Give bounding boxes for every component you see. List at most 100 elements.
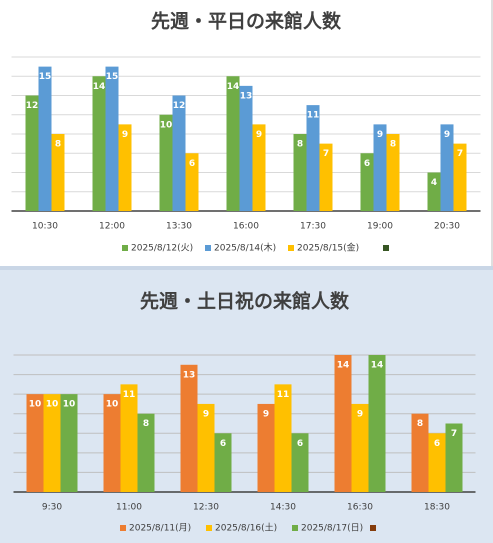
bar — [306, 105, 320, 211]
bar — [445, 423, 463, 492]
bar — [453, 143, 467, 211]
bar — [334, 355, 352, 492]
data-label: 10 — [46, 400, 59, 410]
bar — [38, 66, 52, 211]
data-label: 10 — [29, 400, 42, 410]
data-label: 12 — [26, 101, 39, 111]
bar — [103, 394, 121, 492]
chart-title: 先週・土日祝の来館人数 — [140, 290, 350, 313]
data-label: 15 — [39, 72, 52, 82]
separator — [0, 266, 493, 270]
data-label: 8 — [390, 140, 396, 150]
bar — [185, 153, 199, 211]
x-tick-label: 16:30 — [347, 503, 373, 513]
legend-swatch — [205, 245, 211, 251]
bar — [172, 95, 186, 211]
data-label: 9 — [256, 130, 262, 140]
data-label: 7 — [457, 149, 463, 159]
legend-label: 2025/8/14(木) — [214, 242, 276, 254]
data-label: 10 — [160, 120, 173, 130]
bar — [197, 403, 215, 492]
data-label: 8 — [55, 140, 61, 150]
bar — [92, 76, 106, 211]
x-tick-label: 17:30 — [300, 222, 326, 232]
x-tick-label: 20:30 — [434, 222, 460, 232]
bar — [105, 66, 119, 211]
data-label: 7 — [323, 149, 329, 159]
bar — [214, 433, 232, 492]
data-label: 9 — [122, 130, 128, 140]
bar — [60, 394, 78, 492]
bar — [252, 124, 266, 211]
data-label: 10 — [63, 400, 76, 410]
data-label: 13 — [240, 91, 253, 101]
bar — [226, 76, 240, 211]
bar — [118, 124, 132, 211]
x-tick-label: 19:00 — [367, 222, 393, 232]
bar — [360, 153, 374, 211]
data-label: 11 — [277, 390, 290, 400]
data-label: 14 — [371, 361, 384, 371]
bar — [120, 384, 138, 492]
legend-swatch — [292, 525, 298, 531]
bar — [274, 384, 292, 492]
bar — [51, 134, 65, 211]
data-label: 9 — [377, 130, 383, 140]
bar — [25, 95, 39, 211]
legend-label: 2025/8/15(金) — [297, 242, 359, 254]
data-label: 6 — [297, 439, 303, 449]
bar — [386, 134, 400, 211]
legend-swatch — [120, 525, 126, 531]
data-label: 9 — [357, 409, 363, 419]
data-label: 14 — [93, 82, 106, 92]
data-label: 6 — [434, 439, 440, 449]
data-label: 13 — [183, 370, 196, 380]
data-label: 9 — [263, 409, 269, 419]
data-label: 9 — [203, 409, 209, 419]
x-tick-label: 10:30 — [32, 222, 58, 232]
legend-swatch — [122, 245, 128, 251]
bar — [373, 124, 387, 211]
bar — [319, 143, 333, 211]
legend-label: 2025/8/16(土) — [215, 522, 277, 534]
x-tick-label: 12:30 — [193, 503, 219, 513]
chart-title: 先週・平日の来館人数 — [151, 10, 342, 33]
legend-swatch-extra — [383, 245, 389, 251]
data-label: 12 — [173, 101, 186, 111]
bar — [351, 403, 369, 492]
x-tick-label: 12:00 — [99, 222, 125, 232]
legend-swatch — [206, 525, 212, 531]
bar — [291, 433, 309, 492]
bar — [137, 413, 155, 492]
legend-swatch-extra — [370, 525, 376, 531]
data-label: 8 — [143, 419, 149, 429]
data-label: 8 — [297, 140, 303, 150]
bar — [239, 85, 253, 211]
data-label: 6 — [364, 159, 370, 169]
data-label: 14 — [227, 82, 240, 92]
data-label: 8 — [417, 419, 423, 429]
bar — [180, 364, 198, 492]
legend-label: 2025/8/11(月) — [129, 523, 191, 534]
bar — [411, 413, 429, 492]
legend-label: 2025/8/17(日) — [301, 523, 363, 534]
bar — [26, 394, 44, 492]
bar — [43, 394, 61, 492]
x-tick-label: 9:30 — [42, 503, 62, 513]
data-label: 7 — [451, 429, 457, 439]
x-tick-label: 16:00 — [233, 222, 259, 232]
x-tick-label: 11:00 — [116, 503, 142, 513]
data-label: 6 — [189, 159, 195, 169]
chart-2-background — [0, 270, 493, 543]
legend-label: 2025/8/12(火) — [131, 243, 193, 254]
data-label: 4 — [431, 178, 437, 188]
x-tick-label: 13:30 — [166, 222, 192, 232]
data-label: 9 — [444, 130, 450, 140]
x-tick-label: 14:30 — [270, 503, 296, 513]
data-label: 6 — [220, 439, 226, 449]
x-tick-label: 18:30 — [424, 503, 450, 513]
bar — [257, 403, 275, 492]
legend-swatch — [288, 245, 294, 251]
bar — [368, 355, 386, 492]
